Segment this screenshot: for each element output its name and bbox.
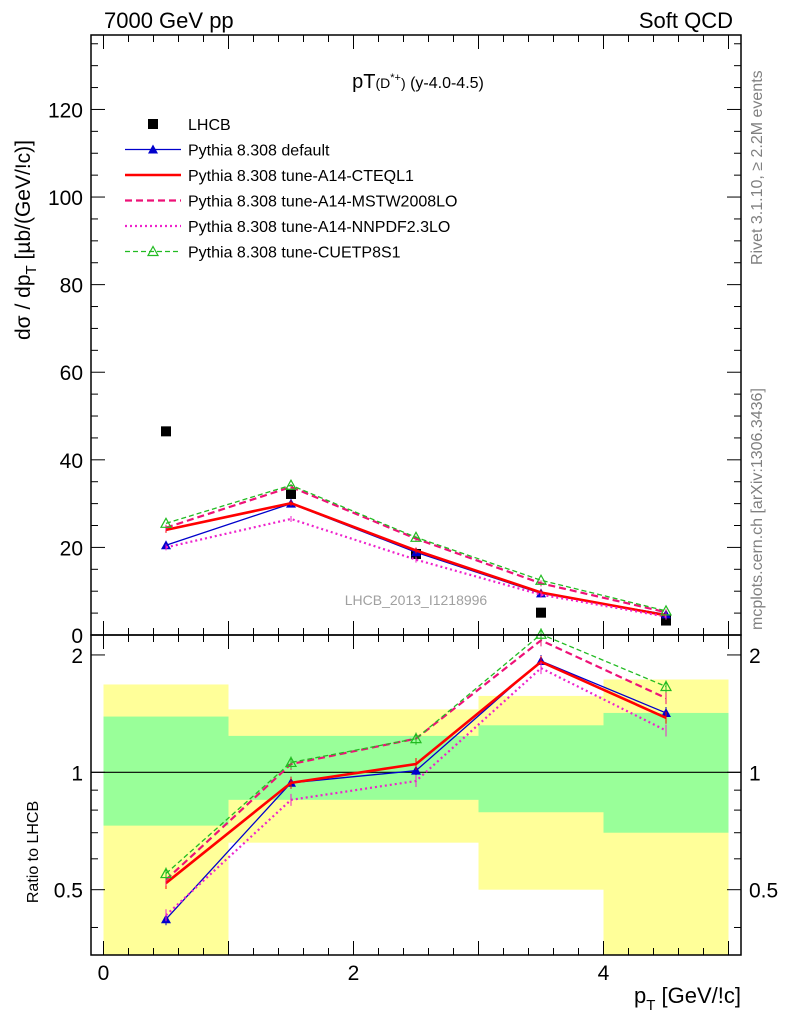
svg-text:dσ / dpT [µb/(GeV/!c)]: dσ / dpT [µb/(GeV/!c)] [12,140,40,340]
main-ytick-label: 0 [71,625,83,648]
ratio-marker-4-3 [534,628,548,639]
legend-label-4: Pythia 8.308 tune-A14-NNPDF2.3LO [188,219,450,236]
ratio-marker-4-4 [659,680,673,692]
ratio-ytick-label-right: 2 [749,645,761,668]
analysis-watermark: LHCB_2013_I1218996 [345,592,488,608]
legend-label-1: Pythia 8.308 default [188,143,330,160]
plot-title: pT(D*+) (y-4.0-4.5) [352,71,484,93]
ratio-ytick-label-right: 1 [749,762,761,785]
main-plot-area [159,426,673,626]
ratio-ylabel: Ratio to LHCB [25,801,42,903]
ratio-marker-4-0 [159,867,173,879]
legend-label-3: Pythia 8.308 tune-A14-MSTW2008LO [188,194,457,211]
ratio-ytick-label-right: 0.5 [749,880,778,903]
source-label: mcplots.cern.ch [arXiv:1306.3436] [749,388,766,630]
ratio-marker-0-2 [411,765,421,775]
series-marker-5-1 [284,478,298,490]
ratio-ytick-label: 0.5 [54,880,83,903]
ratio-uncertainty-bands [91,679,741,955]
series-marker-5-0 [159,517,173,528]
main-ytick-label: 60 [60,362,83,385]
main-ytick-label: 80 [60,275,83,298]
band-inner-0 [103,716,229,826]
data-point-lhcb-4 [661,615,671,626]
legend-label-2: Pythia 8.308 tune-A14-CTEQL1 [188,168,414,185]
ratio-ytick-label: 1 [71,762,83,785]
data-point-lhcb-0 [161,426,171,437]
main-ytick-label: 100 [48,187,83,210]
legend-label-0: LHCB [188,117,231,134]
legend-marker-1 [148,144,158,154]
process-label: Soft QCD [639,8,733,33]
ratio-marker-4-2 [409,732,423,744]
series-line-5 [165,484,667,612]
ratio-frame [90,634,742,956]
ratio-plot-area [159,628,673,926]
xtick-label: 0 [98,962,110,985]
main-ylabel: dσ / dpT [µb/(GeV/!c)] [12,140,40,340]
data-point-lhcb-3 [536,607,546,618]
legend-marker-5 [146,245,160,257]
band-inner-3 [478,725,604,813]
xtick-label: 2 [348,962,360,985]
beam-label: 7000 GeV pp [104,8,234,33]
series-marker-5-2 [409,531,423,542]
series-line-4 [165,517,667,618]
rivet-version-label: Rivet 3.1.10, ≥ 2.2M events [749,70,766,265]
data-point-lhcb-1 [286,488,296,499]
legend: LHCB Pythia 8.308 default Pythia 8.308 tun… [125,117,457,262]
ratio-marker-4-1 [284,756,298,768]
legend-marker-lhcb [148,119,158,129]
main-ytick-label: 20 [60,537,83,560]
series-marker-5-4 [659,604,673,616]
xtick-label: 4 [598,962,610,985]
series-marker-5-3 [534,574,548,585]
legend-label-5: Pythia 8.308 tune-CUETP8S1 [188,245,401,262]
ratio-ytick-label: 2 [71,645,83,668]
xlabel: pT [GeV/!c] [634,983,741,1014]
main-ytick-label: 40 [60,450,83,473]
main-ytick-label: 120 [48,99,83,122]
